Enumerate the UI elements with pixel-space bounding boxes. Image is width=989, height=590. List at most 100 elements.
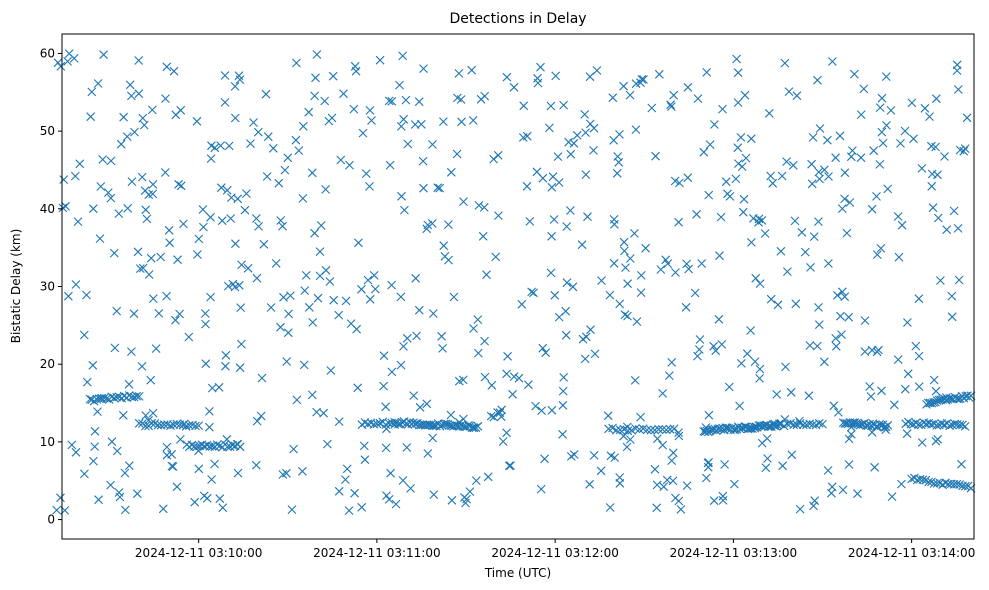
data-point — [533, 78, 543, 88]
data-point — [341, 296, 351, 306]
data-point — [820, 165, 829, 175]
data-point — [665, 424, 675, 434]
data-point — [353, 383, 363, 393]
data-point — [739, 194, 749, 204]
data-point — [778, 461, 787, 471]
data-point — [766, 171, 775, 181]
data-point — [664, 371, 674, 380]
data-point — [171, 315, 180, 325]
data-point — [704, 458, 713, 467]
data-point — [897, 479, 906, 489]
data-point — [365, 294, 375, 304]
data-point — [536, 62, 545, 72]
data-point — [827, 488, 836, 498]
data-point — [824, 259, 833, 268]
data-point — [766, 294, 776, 304]
data-point — [56, 493, 65, 503]
data-point — [902, 429, 912, 439]
data-point — [223, 442, 232, 452]
data-point — [833, 290, 842, 300]
data-point — [359, 441, 369, 451]
data-point — [740, 90, 750, 100]
data-point — [897, 220, 907, 230]
data-point — [578, 334, 588, 344]
data-point — [381, 420, 391, 429]
data-point — [212, 440, 222, 449]
data-point — [486, 411, 496, 421]
data-point — [669, 424, 679, 434]
data-point — [831, 334, 841, 343]
data-point — [652, 503, 662, 513]
data-point — [658, 440, 668, 450]
data-point — [635, 425, 644, 434]
data-point — [842, 228, 852, 238]
data-point — [375, 418, 385, 428]
data-point — [614, 157, 624, 167]
data-point — [621, 263, 630, 272]
data-point — [547, 405, 557, 415]
data-point — [292, 58, 301, 68]
y-tick-label: 10 — [40, 435, 55, 449]
data-point — [647, 103, 657, 113]
data-point — [146, 375, 156, 385]
data-point — [918, 475, 928, 484]
data-point — [70, 171, 80, 181]
data-point — [162, 62, 172, 72]
data-point — [656, 265, 666, 274]
data-point — [625, 90, 635, 100]
data-point — [325, 277, 335, 286]
data-point — [498, 437, 508, 446]
data-point — [831, 341, 841, 351]
data-point — [422, 399, 432, 409]
data-point — [468, 116, 478, 125]
data-point — [402, 443, 412, 452]
data-point — [266, 303, 276, 312]
data-point — [669, 90, 679, 100]
data-point — [89, 456, 98, 466]
data-point — [623, 311, 632, 321]
data-point — [259, 239, 269, 249]
data-point — [860, 347, 870, 356]
data-point — [474, 201, 484, 210]
data-point — [119, 112, 128, 122]
data-point — [658, 389, 668, 398]
data-point — [165, 238, 175, 248]
data-point — [132, 391, 142, 401]
data-point — [278, 221, 287, 231]
data-point — [653, 434, 662, 444]
data-point — [709, 341, 718, 351]
data-point — [776, 246, 786, 256]
data-point — [58, 203, 68, 213]
data-point — [471, 476, 481, 485]
data-point — [220, 98, 230, 107]
data-point — [319, 408, 328, 418]
data-point — [148, 408, 158, 418]
data-point — [682, 259, 692, 269]
y-axis-ticks: 0 10 20 30 40 50 60 — [40, 46, 62, 527]
data-point — [781, 362, 790, 372]
data-point — [674, 217, 683, 227]
x-tick-label: 2024-12-11 03:12:00 — [491, 546, 618, 560]
data-point — [289, 444, 298, 454]
data-point — [545, 123, 554, 133]
data-point — [914, 420, 923, 430]
data-point — [344, 506, 354, 515]
data-point — [732, 54, 741, 64]
data-point — [192, 116, 202, 126]
data-point — [797, 227, 807, 237]
data-point — [321, 185, 330, 194]
data-point — [399, 342, 408, 351]
data-point — [735, 401, 744, 411]
data-point — [909, 134, 918, 144]
data-point — [439, 241, 449, 251]
data-point — [221, 350, 231, 360]
data-point — [439, 419, 449, 429]
x-tick-label: 2024-12-11 03:11:00 — [313, 546, 440, 560]
data-point — [754, 214, 764, 224]
data-point — [278, 470, 288, 479]
data-point — [235, 363, 245, 373]
data-point — [106, 480, 115, 490]
data-point — [419, 183, 428, 193]
data-point — [428, 309, 438, 318]
data-point — [494, 211, 503, 220]
